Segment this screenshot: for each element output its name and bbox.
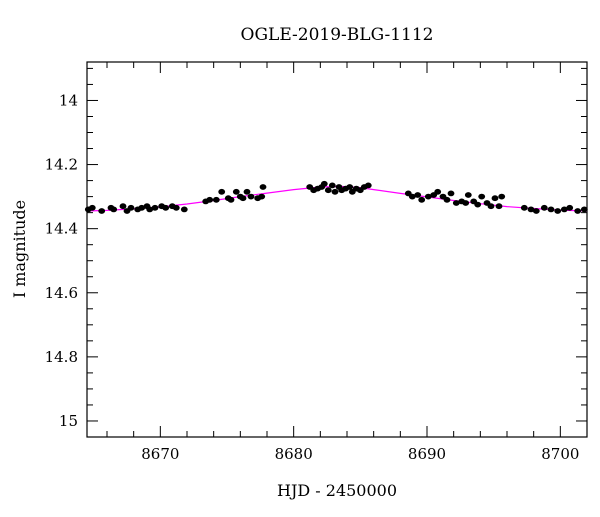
chart-marks: 8670 8680 8690 8700 14 14.2 14.4 14.6 14.8 15 <box>45 61 588 463</box>
x-axis-label: HJD - 2450000 <box>277 481 397 500</box>
y-tick-label: 14.4 <box>45 220 78 238</box>
data-point <box>206 196 214 203</box>
data-point <box>462 200 470 206</box>
data-point <box>474 201 482 208</box>
data-point <box>331 188 339 195</box>
data-point <box>162 204 170 211</box>
y-tick-label: 14.8 <box>45 348 78 366</box>
data-point <box>540 204 548 211</box>
data-point <box>227 196 235 203</box>
data-point <box>560 206 568 213</box>
data-point <box>320 180 328 187</box>
data-point <box>180 206 188 213</box>
data-point <box>452 200 460 206</box>
y-tick-label: 14.6 <box>45 284 78 302</box>
data-point <box>98 208 106 214</box>
data-point <box>498 193 506 200</box>
y-axis-label: I magnitude <box>10 200 29 298</box>
x-tick-label: 8690 <box>408 445 446 463</box>
data-point <box>527 206 535 213</box>
data-point <box>346 184 354 190</box>
data-point <box>243 188 251 195</box>
data-point <box>408 193 416 200</box>
data-point <box>151 204 159 211</box>
data-point <box>520 204 528 211</box>
data-point <box>324 187 332 194</box>
data-point <box>172 204 180 211</box>
y-tick-label: 14 <box>59 91 78 109</box>
data-point <box>328 182 336 189</box>
data-point <box>580 206 588 213</box>
data-point <box>364 182 372 189</box>
data-point <box>418 196 426 203</box>
data-point <box>434 188 442 195</box>
data-point <box>239 195 247 202</box>
data-point <box>478 193 486 200</box>
chart-title: OGLE-2019-BLG-1112 <box>241 25 434 45</box>
data-point <box>424 193 432 200</box>
data-point <box>138 204 146 211</box>
data-point <box>414 192 422 198</box>
data-point <box>547 206 555 213</box>
data-point <box>495 203 503 210</box>
data-point <box>464 192 472 198</box>
data-point <box>258 193 266 200</box>
data-point <box>259 184 267 190</box>
data-point <box>127 204 135 211</box>
data-point <box>119 203 127 210</box>
data-point <box>218 188 226 195</box>
x-tick-label: 8680 <box>275 445 313 463</box>
data-point <box>212 196 220 203</box>
data-point <box>532 208 540 214</box>
y-tick-label: 14.2 <box>45 156 78 174</box>
data-point <box>487 203 495 210</box>
data-point <box>88 204 96 211</box>
data-point <box>554 208 562 214</box>
y-tick-label: 15 <box>59 412 78 430</box>
plot-frame <box>86 61 588 438</box>
x-tick-label: 8670 <box>141 445 179 463</box>
data-point <box>443 196 451 203</box>
data-point <box>566 204 574 211</box>
data-point <box>447 190 455 197</box>
data-point <box>491 195 499 202</box>
data-point <box>247 193 255 200</box>
data-point <box>110 206 118 213</box>
data-point <box>146 206 154 213</box>
data-point <box>232 188 240 195</box>
x-tick-label: 8700 <box>541 445 579 463</box>
data-point <box>574 208 582 214</box>
